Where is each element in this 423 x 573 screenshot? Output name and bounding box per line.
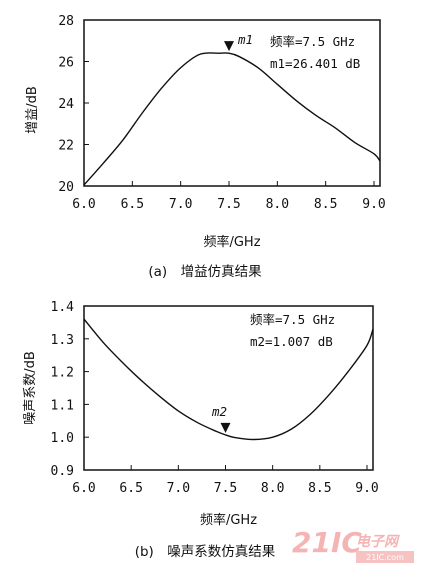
- m2-marker-label: m2: [211, 404, 227, 419]
- x-tick-label: 7.0: [167, 481, 190, 496]
- watermark-brand: 21IC: [292, 526, 362, 559]
- noise-chart-caption: (b) 噪声系数仿真结果: [135, 544, 276, 560]
- noise-curve: [83, 318, 374, 441]
- x-tick-label: 7.0: [169, 197, 192, 212]
- gain-annotation-frequency: 频率=7.5 GHz: [270, 34, 355, 49]
- x-tick-label: 9.0: [355, 481, 378, 496]
- y-tick-label: 28: [58, 14, 74, 29]
- gain-x-axis-label: 频率/GHz: [203, 234, 260, 250]
- m2-marker-icon: [220, 422, 231, 433]
- x-tick-label: 6.0: [72, 197, 95, 212]
- y-tick-label: 1.1: [51, 398, 74, 413]
- x-tick-label: 7.5: [217, 197, 240, 212]
- x-tick-label: 8.5: [308, 481, 331, 496]
- y-tick-label: 1.4: [51, 300, 75, 315]
- noise-annotation-value: m2=1.007 dB: [250, 334, 333, 349]
- gain-chart: 6.0 6.5 7.0 7.5 8.0 8.5 9.0 20 22 24 26 28 m1 频率=7.…: [25, 14, 386, 280]
- x-tick-label: 8.0: [261, 481, 284, 496]
- noise-axis-ticks: 6.0 6.5 7.0 7.5 8.0 8.5 9.0 0.9 1.0 1.1 1.2 1.3 1.4: [51, 300, 379, 496]
- noise-plot-frame: [83, 305, 374, 471]
- watermark-url: 21IC.com: [366, 553, 404, 562]
- noise-x-axis-label: 频率/GHz: [200, 512, 257, 528]
- x-tick-label: 7.5: [214, 481, 237, 496]
- x-tick-label: 6.5: [121, 197, 144, 212]
- x-tick-label: 9.0: [362, 197, 385, 212]
- y-tick-label: 1.0: [51, 431, 74, 446]
- y-tick-label: 20: [58, 180, 74, 195]
- m1-marker-icon: [224, 41, 234, 52]
- y-tick-label: 24: [58, 97, 74, 112]
- gain-curve: [83, 52, 381, 186]
- noise-annotation-frequency: 频率=7.5 GHz: [250, 312, 335, 327]
- watermark-brand-cn: 电子网: [356, 533, 400, 550]
- y-tick-label: 1.3: [51, 333, 74, 348]
- y-tick-label: 1.2: [51, 366, 74, 381]
- x-tick-label: 8.0: [266, 197, 289, 212]
- noise-y-axis-label: 噪声系数/dB: [23, 351, 38, 425]
- x-tick-label: 6.5: [119, 481, 142, 496]
- y-tick-label: 0.9: [51, 464, 74, 479]
- gain-chart-caption: (a) 增益仿真结果: [148, 264, 262, 280]
- watermark-url-bar: [356, 551, 414, 563]
- y-tick-label: 22: [58, 139, 74, 154]
- watermark-logo: 21IC 电子网 21IC.com: [292, 526, 414, 563]
- x-tick-label: 8.5: [314, 197, 337, 212]
- gain-y-axis-label: 增益/dB: [25, 86, 40, 134]
- noise-figure-chart: 6.0 6.5 7.0 7.5 8.0 8.5 9.00.91.01.11.21.31.4 …: [23, 300, 379, 560]
- x-tick-label: 6.0: [72, 481, 95, 496]
- gain-annotation-value: m1=26.401 dB: [270, 56, 360, 71]
- y-tick-label: 26: [58, 56, 74, 71]
- gain-axis-ticks: 6.0 6.5 7.0 7.5 8.0 8.5 9.0 20 22 24 26 28: [58, 14, 385, 212]
- m1-marker-label: m1: [237, 32, 253, 47]
